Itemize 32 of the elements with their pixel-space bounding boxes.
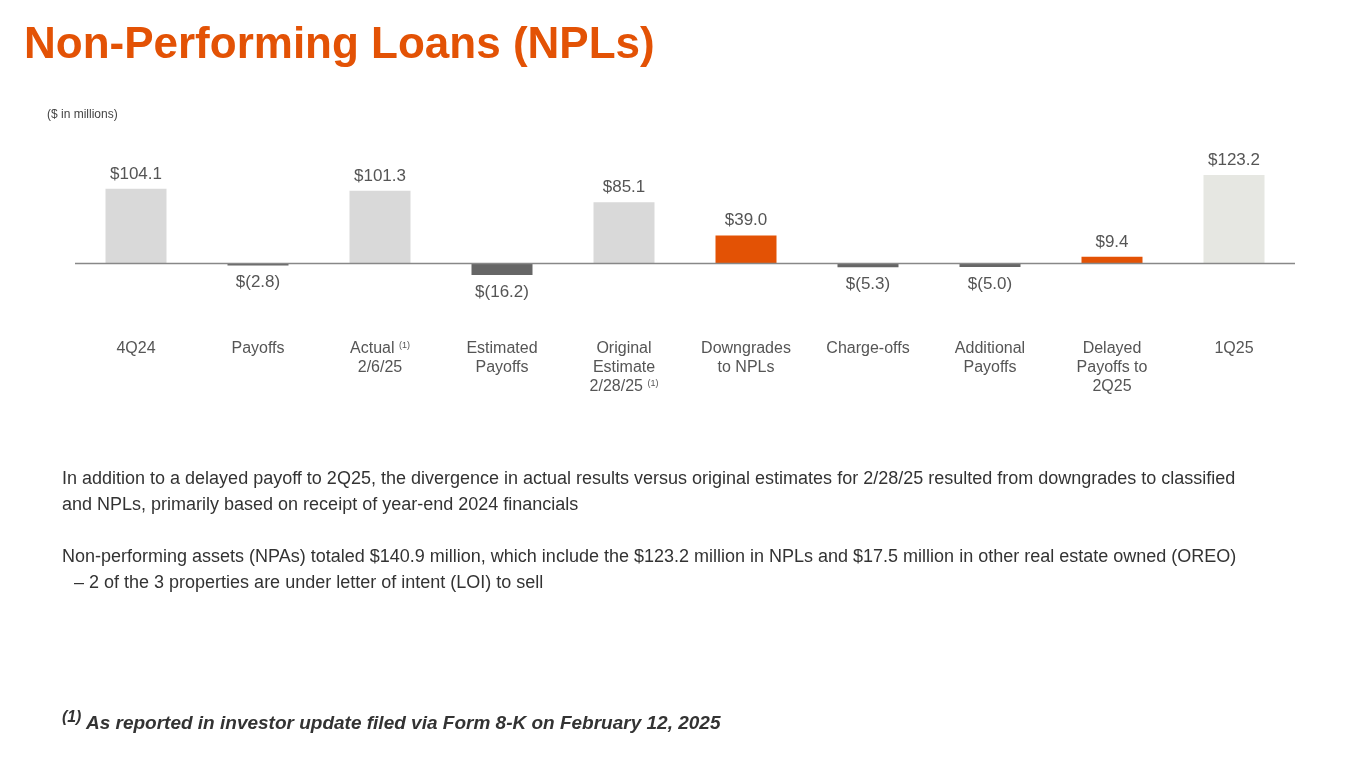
bar (349, 190, 411, 264)
x-tick-label: Charge-offs (826, 339, 910, 356)
data-label: $123.2 (1208, 150, 1260, 169)
x-tick-label: Original Estimate 2/28/25 $^{(1)}$ (589, 339, 659, 394)
bar (1203, 175, 1265, 264)
data-label: $(5.3) (845, 274, 891, 294)
bar (105, 188, 167, 264)
bar (593, 202, 655, 264)
x-tick-label: Payoffs (231, 339, 285, 356)
data-label: $9.4 (1095, 231, 1129, 251)
x-tick-label: Delayed Payoffs to 2Q25 (1076, 339, 1148, 394)
data-label: $(2.8) (235, 272, 281, 292)
data-label: $(5.0) (967, 273, 1013, 293)
x-tick-label: 1Q25 (1214, 339, 1254, 356)
x-tick-label: 4Q24 (116, 339, 156, 356)
text: Non-performing assets (NPAs) totaled $140.9 million, which include the $123.2 million in NPLs and $17.5 million in other real estate owned (OREO) (62, 545, 1238, 568)
x-tick-label: Downgrades to NPLs (701, 339, 791, 375)
data-label: $85.1 (602, 177, 646, 197)
chart-subtitle: ($ in millions) (47, 107, 118, 121)
bar (471, 263, 533, 275)
bar (715, 235, 777, 264)
data-label: $39.0 (724, 210, 768, 230)
chart-title: Non-Performing Loans (NPLs) (24, 18, 655, 68)
text: In addition to a delayed payoff to 2Q25, the divergence in actual results versus original estimates for 2/28/25 resulted from downgrades to classified and NPLs, primarily based on receipt of year-end 2024 financials (62, 467, 1237, 516)
x-tick-label: Additional Payoffs (954, 339, 1026, 375)
data-label: $101.3 (354, 165, 406, 185)
data-label: $(16.2) (475, 282, 529, 301)
text: $^{(1)}$ As reported in investor update filed via Form 8-K on February 12, 2025 (62, 708, 721, 735)
data-label: $104.1 (110, 163, 162, 183)
text: – 2 of the 3 properties are under letter of intent (LOI) to sell (73, 571, 545, 594)
x-tick-label: Estimated Payoffs (466, 339, 538, 375)
x-tick-label: Actual $^{(1)}$ 2/6/25 (350, 339, 410, 375)
